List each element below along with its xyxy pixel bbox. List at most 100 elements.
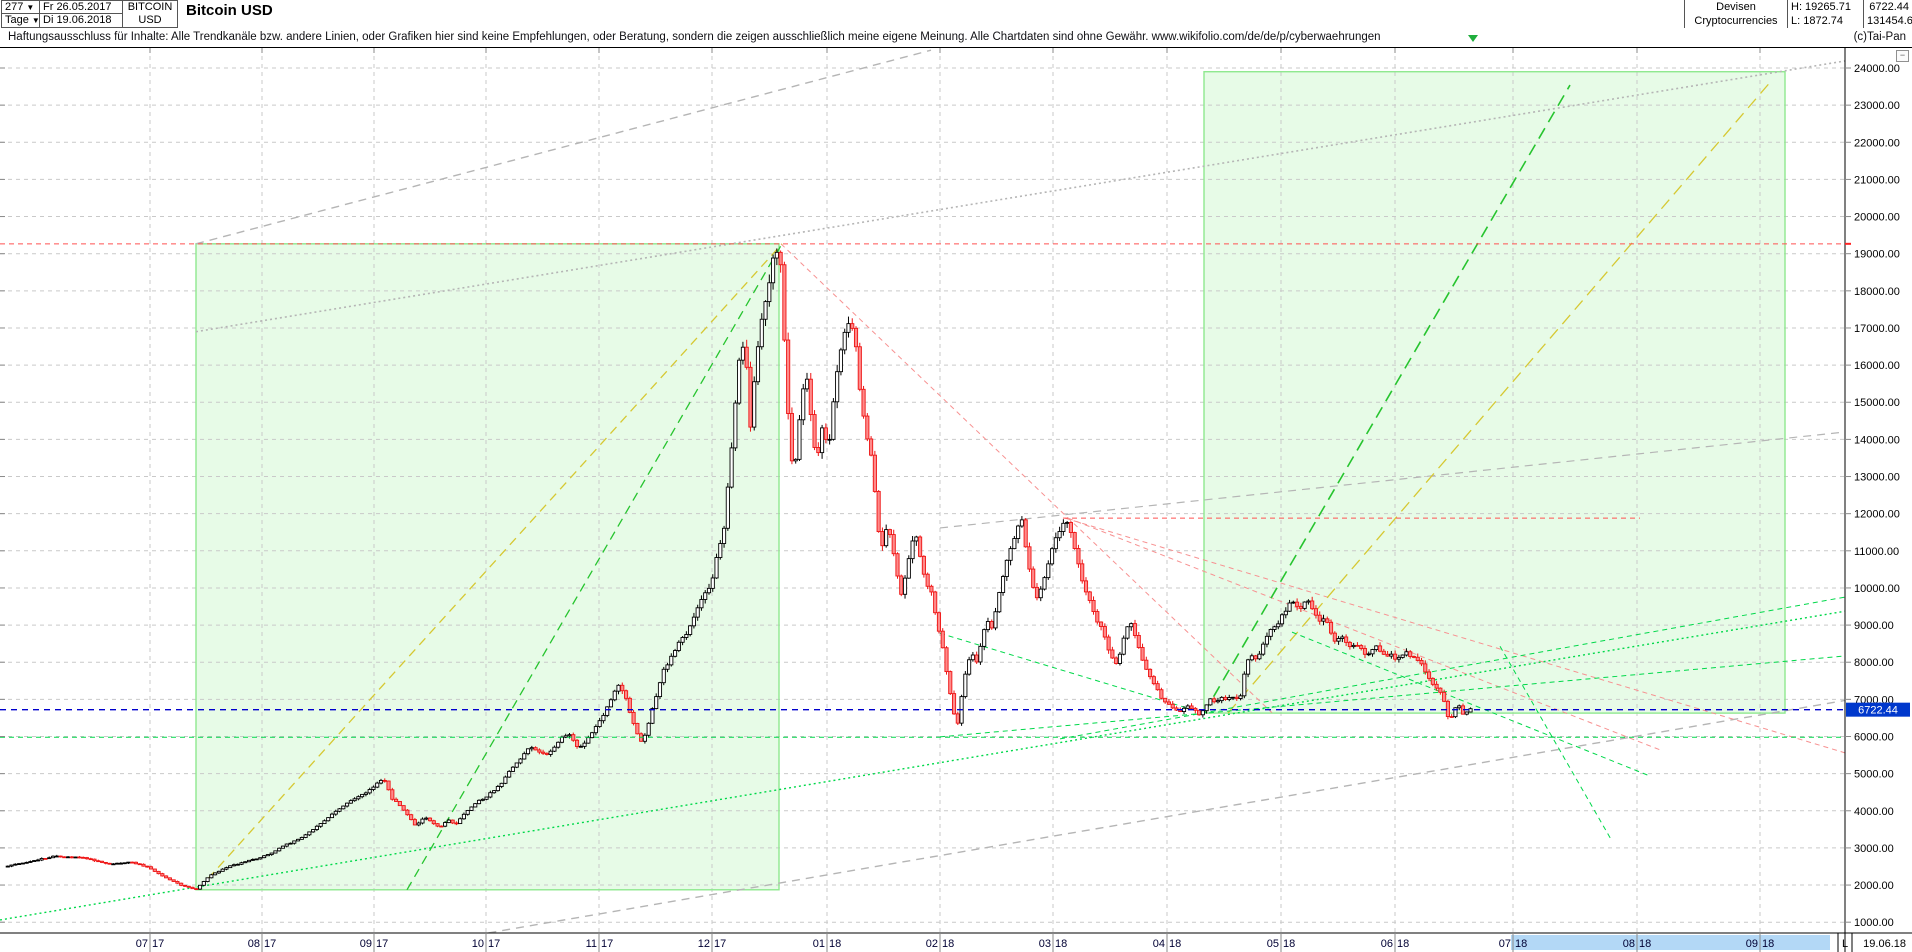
volume-header: 131454.6 [1867,15,1912,27]
x-axis-labels[interactable]: 07 17 08 17 09 17 10 17 11 17 12 17 01 18 02 18 03 18 04 18… [136,48,1775,952]
y-tick-label: 23000.00 [1854,100,1900,112]
to-date-field[interactable]: Di 19.06.2018 [40,14,123,27]
to-date-value: Di 19.06.2018 [43,14,112,26]
chart-header: 277 ▼ Fr 26.05.2017 BITCOIN Tage ▼ Di 19… [0,0,1912,29]
y-tick-label: 15000.00 [1854,397,1900,409]
x-tick-month: 02 [926,938,938,950]
plot-area [0,48,1845,933]
green-projection-2018 [1203,84,1571,714]
gridlines [0,48,1845,933]
last-price-header: 6722.44 [1869,1,1909,13]
y-tick-label: 11000.00 [1854,546,1899,558]
x-tick-year: 18 [1055,938,1067,950]
x-tick-month: 11 [586,938,597,950]
yellow-rally-trend-2017 [197,243,783,891]
y-tick-label: 19000.00 [1854,249,1900,261]
x-tick-month: 09 [360,938,372,950]
last-price-badge [1846,702,1910,717]
x-tick-year: 18 [1397,938,1409,950]
yellow-projection-2018 [1227,79,1773,714]
period-value: 277 [5,1,24,13]
x-tick-year: 18 [1169,938,1181,950]
x-tick-month: 08 [248,938,260,950]
x-tick-year: 18 [1515,938,1527,950]
x-tick-month: 12 [698,938,710,950]
disclaimer-text: Haftungsausschluss für Inhalte: Alle Tre… [8,31,1381,43]
x-tick-year: 17 [376,938,388,950]
price-levels [0,243,1845,738]
page-title: Bitcoin USD [186,2,273,19]
minus-icon: − [1899,50,1906,60]
y-tick-label: 8000.00 [1854,657,1894,669]
y-tick-label: 13000.00 [1854,472,1900,484]
x-tick-year: 17 [152,938,164,950]
y-tick-label: 2000.00 [1854,880,1894,892]
future-zone-highlight [1511,935,1830,950]
green-may-downtrend [1291,631,1651,777]
x-tick-month: 04 [1153,938,1165,950]
y-axis-labels[interactable]: 24000.00 23000.00 22000.00 21000.00 20000.00… [0,63,1900,929]
x-tick-year: 18 [829,938,841,950]
y-tick-label: 18000.00 [1854,286,1900,298]
x-tick-year: 17 [264,938,276,950]
axis-minimize-button[interactable]: − [1896,50,1909,62]
period-high-label: H: 19265.71 [1788,0,1864,14]
chevron-down-icon: ▼ [31,16,40,25]
y-tick-label: 12000.00 [1854,509,1900,521]
x-tick-year: 18 [1639,938,1651,950]
chevron-down-icon: ▼ [26,2,35,12]
period-dropdown[interactable]: 277 ▼ [2,1,40,14]
x-tick-year: 18 [942,938,954,950]
axes: 24000.00 23000.00 22000.00 21000.00 20000.00… [0,48,1912,952]
y-tick-label: 20000.00 [1854,212,1900,224]
salmon-ath-downtrend [780,243,1273,714]
timeframe-dropdown[interactable]: Tage ▼ [2,14,40,27]
instrument-info-cells: Devisen H: 19265.71 6722.44 Cryptocurren… [1684,0,1912,29]
x-tick-year: 17 [488,938,500,950]
green-fan-lower [939,655,1845,738]
category-line2: Cryptocurrencies [1685,14,1788,28]
from-date-field[interactable]: Fr 26.05.2017 [40,1,123,14]
from-date-value: Fr 26.05.2017 [43,1,112,13]
chart-settings-cells: 277 ▼ Fr 26.05.2017 BITCOIN Tage ▼ Di 19… [1,0,178,28]
x-tick-year: 17 [601,938,613,950]
y-tick-label: 9000.00 [1854,620,1894,632]
y-tick-label: 16000.00 [1854,360,1900,372]
x-tick-year: 17 [714,938,726,950]
x-tick-year: 18 [1762,938,1774,950]
y-tick-label: 5000.00 [1854,769,1894,781]
gray-mid-channel [939,431,1845,529]
gray-lower-channel [483,699,1845,933]
y-tick-label: 3000.00 [1854,843,1894,855]
last-label-prefix: L [1842,938,1848,950]
x-tick-month: 03 [1039,938,1051,950]
symbol-cell-line1: BITCOIN [127,1,173,13]
symbol-cell-line2: USD [138,14,162,26]
x-tick-year: 18 [1283,938,1295,950]
y-tick-label: 17000.00 [1854,323,1900,335]
disclaimer-bar: Haftungsausschluss für Inhalte: Alle Tre… [0,28,1912,48]
y-tick-label: 1000.00 [1854,917,1894,929]
x-tick-month: 05 [1267,938,1279,950]
projection-box-2018 [1204,71,1785,714]
x-tick-month: 10 [472,938,484,950]
timeframe-value: Tage [5,14,29,26]
y-tick-label: 4000.00 [1854,806,1894,818]
y-tick-label: 10000.00 [1854,583,1900,595]
y-tick-label: 21000.00 [1854,174,1900,186]
rally-box-2017 [196,243,779,890]
gray-dotted-ath-channel [195,60,1845,333]
last-price-badge-text: 6722.44 [1858,705,1898,717]
candlestick-series [5,248,1473,890]
last-date-label: 19.06.18 [1863,938,1906,950]
y-tick-label: 14000.00 [1854,434,1900,446]
period-low-label: L: 1872.74 [1788,14,1864,28]
green-rally-trend-2017 [406,243,783,891]
green-longterm-support [0,610,1845,921]
y-tick-label: 24000.00 [1854,63,1900,75]
y-tick-label: 22000.00 [1854,137,1900,149]
x-tick-month: 07 [1499,938,1511,950]
gray-upper-channel [195,49,932,245]
